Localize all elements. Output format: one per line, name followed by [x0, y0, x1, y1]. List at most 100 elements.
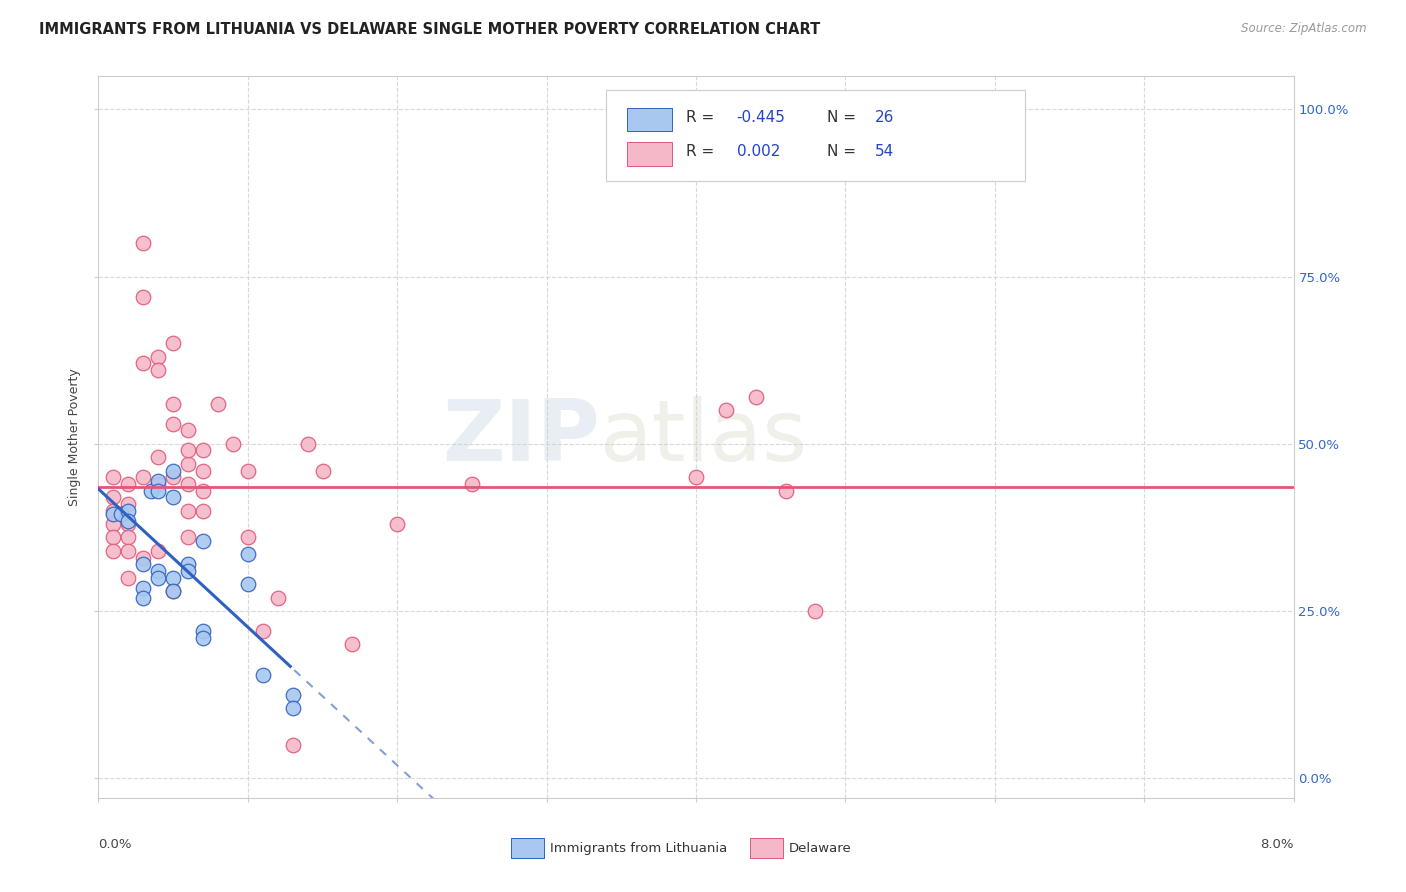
Point	[132, 235, 155, 250]
Point	[148, 350, 170, 364]
Point	[103, 543, 125, 558]
Point	[162, 583, 184, 598]
Text: 0.0%: 0.0%	[98, 838, 132, 851]
Point	[117, 497, 139, 511]
FancyBboxPatch shape	[749, 838, 783, 858]
Point	[148, 564, 170, 578]
Text: 0.002: 0.002	[737, 145, 780, 159]
Point	[103, 491, 125, 505]
Point	[222, 436, 245, 450]
Point	[132, 356, 155, 371]
Text: Delaware: Delaware	[789, 842, 852, 855]
Point	[191, 624, 214, 639]
Point	[132, 591, 155, 605]
Point	[177, 424, 200, 438]
Point	[236, 464, 259, 478]
Point	[117, 571, 139, 585]
Point	[148, 363, 170, 377]
Point	[103, 503, 125, 517]
Text: Immigrants from Lithuania: Immigrants from Lithuania	[550, 842, 727, 855]
Point	[117, 503, 139, 517]
Text: 8.0%: 8.0%	[1260, 838, 1294, 851]
Point	[103, 530, 125, 544]
Point	[117, 530, 139, 544]
Point	[162, 396, 184, 410]
Point	[177, 564, 200, 578]
Point	[191, 464, 214, 478]
Point	[191, 443, 214, 458]
Text: R =: R =	[686, 111, 714, 125]
Point	[461, 476, 484, 491]
Point	[148, 450, 170, 464]
Point	[162, 470, 184, 484]
Point	[177, 443, 200, 458]
Point	[162, 417, 184, 431]
Point	[162, 491, 184, 505]
Point	[110, 507, 132, 521]
Point	[745, 390, 768, 404]
Point	[236, 547, 259, 561]
Point	[162, 464, 184, 478]
Point	[177, 457, 200, 471]
Point	[311, 464, 333, 478]
Point	[252, 624, 274, 639]
Point	[148, 483, 170, 498]
Point	[267, 591, 290, 605]
Point	[162, 571, 184, 585]
Point	[132, 557, 155, 572]
Point	[132, 289, 155, 303]
Point	[714, 403, 737, 417]
Point	[207, 396, 229, 410]
Text: 54: 54	[876, 145, 894, 159]
FancyBboxPatch shape	[606, 90, 1025, 180]
Point	[252, 667, 274, 681]
Text: IMMIGRANTS FROM LITHUANIA VS DELAWARE SINGLE MOTHER POVERTY CORRELATION CHART: IMMIGRANTS FROM LITHUANIA VS DELAWARE SI…	[39, 22, 821, 37]
Text: N =: N =	[827, 145, 856, 159]
Point	[804, 604, 827, 618]
Point	[117, 517, 139, 532]
Point	[148, 543, 170, 558]
Point	[103, 517, 125, 532]
Point	[191, 533, 214, 548]
Point	[342, 637, 364, 651]
Point	[148, 476, 170, 491]
Y-axis label: Single Mother Poverty: Single Mother Poverty	[67, 368, 82, 506]
Point	[132, 581, 155, 595]
Point	[191, 483, 214, 498]
Point	[385, 517, 409, 532]
FancyBboxPatch shape	[627, 143, 672, 166]
Point	[132, 470, 155, 484]
Point	[281, 701, 304, 715]
Point	[775, 483, 797, 498]
Text: 26: 26	[876, 111, 894, 125]
Point	[117, 543, 139, 558]
Point	[139, 483, 162, 498]
FancyBboxPatch shape	[510, 838, 544, 858]
Text: atlas: atlas	[600, 395, 808, 479]
Point	[191, 631, 214, 645]
FancyBboxPatch shape	[627, 108, 672, 131]
Text: N =: N =	[827, 111, 856, 125]
Point	[281, 738, 304, 752]
Point	[162, 583, 184, 598]
Text: Source: ZipAtlas.com: Source: ZipAtlas.com	[1241, 22, 1367, 36]
Point	[236, 530, 259, 544]
Text: -0.445: -0.445	[737, 111, 786, 125]
Point	[236, 577, 259, 591]
Point	[177, 530, 200, 544]
Text: R =: R =	[686, 145, 714, 159]
Point	[103, 470, 125, 484]
Point	[148, 474, 170, 488]
Point	[177, 476, 200, 491]
Text: ZIP: ZIP	[443, 395, 600, 479]
Point	[103, 507, 125, 521]
Point	[177, 557, 200, 572]
Point	[685, 470, 707, 484]
Point	[117, 476, 139, 491]
Point	[148, 571, 170, 585]
Point	[162, 336, 184, 351]
Point	[281, 688, 304, 702]
Point	[191, 503, 214, 517]
Point	[297, 436, 319, 450]
Point	[177, 503, 200, 517]
